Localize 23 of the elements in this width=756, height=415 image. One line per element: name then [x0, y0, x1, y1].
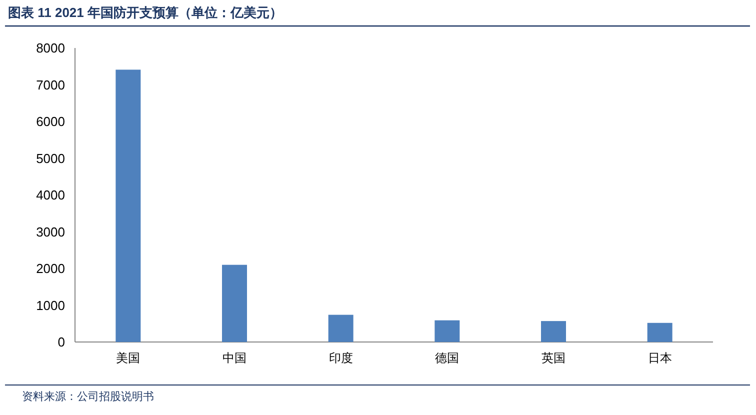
y-tick-label: 4000	[36, 188, 65, 202]
x-tick-label: 美国	[116, 351, 140, 365]
x-tick-label: 日本	[648, 351, 672, 365]
bar	[328, 314, 354, 342]
y-tick-label: 3000	[36, 224, 65, 240]
y-tick-label: 8000	[36, 40, 65, 56]
bar	[116, 70, 141, 342]
x-tick-label: 德国	[435, 351, 460, 365]
y-tick-label: 5000	[36, 150, 65, 166]
y-tick-label: 2000	[36, 261, 65, 276]
x-tick-label: 印度	[328, 351, 353, 365]
text: 资料来源：公司招股说明书	[22, 390, 154, 403]
x-tick-label: 中国	[222, 351, 246, 365]
bar	[647, 322, 672, 342]
y-tick-label: 0	[58, 334, 65, 350]
y-tick-label: 7000	[36, 77, 65, 92]
bar	[222, 264, 247, 342]
x-tick-label: 英国	[542, 351, 566, 365]
chart-title: 图表 11 2021 年国防开支预算（单位：亿美元）	[8, 5, 282, 20]
y-tick-label: 6000	[36, 114, 65, 129]
bar	[434, 320, 460, 342]
y-tick-label: 1000	[36, 298, 65, 313]
bar	[541, 321, 566, 342]
